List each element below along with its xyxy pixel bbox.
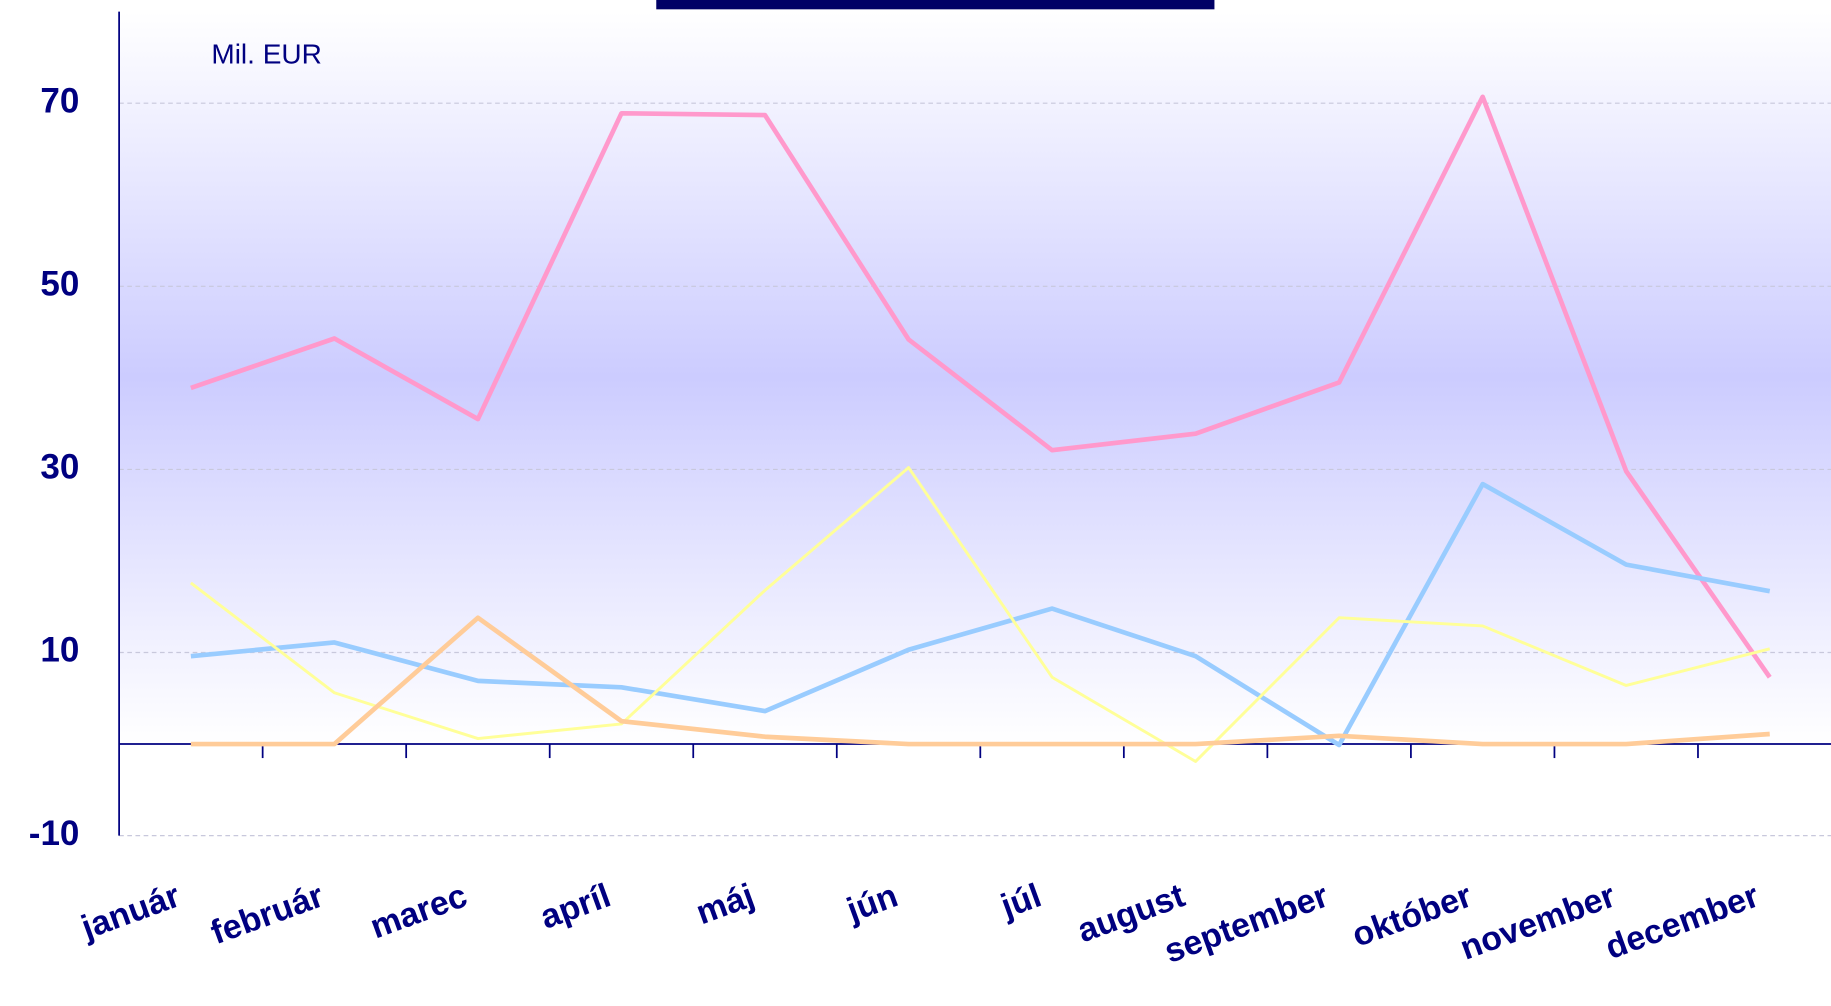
y-tick-label: -10 bbox=[29, 814, 80, 853]
x-tick-label: marec bbox=[365, 877, 472, 947]
x-tick-label: september bbox=[1159, 877, 1333, 971]
x-tick-label: apríl bbox=[535, 877, 615, 937]
x-tick-label: október bbox=[1347, 877, 1477, 955]
x-tick-label: jún bbox=[841, 877, 903, 930]
y-tick-label: 10 bbox=[40, 631, 79, 670]
x-tick-label: december bbox=[1601, 877, 1764, 967]
x-tick-label: november bbox=[1455, 877, 1620, 968]
x-tick-label: júl bbox=[995, 877, 1046, 927]
x-tick-label: január bbox=[76, 877, 185, 948]
series-line bbox=[190, 481, 1771, 748]
series-line bbox=[190, 94, 1772, 679]
series-line bbox=[190, 615, 1770, 747]
y-tick-label: 50 bbox=[40, 265, 79, 304]
plot-background bbox=[119, 11, 1831, 744]
title-box bbox=[656, 0, 1215, 10]
y-tick-label: 30 bbox=[40, 448, 79, 487]
y-tick-label: 70 bbox=[40, 81, 79, 120]
unit-label: Mil. EUR bbox=[211, 38, 321, 69]
series-line bbox=[189, 466, 1771, 763]
x-tick-label: február bbox=[206, 877, 329, 953]
x-tick-label: máj bbox=[691, 877, 759, 933]
